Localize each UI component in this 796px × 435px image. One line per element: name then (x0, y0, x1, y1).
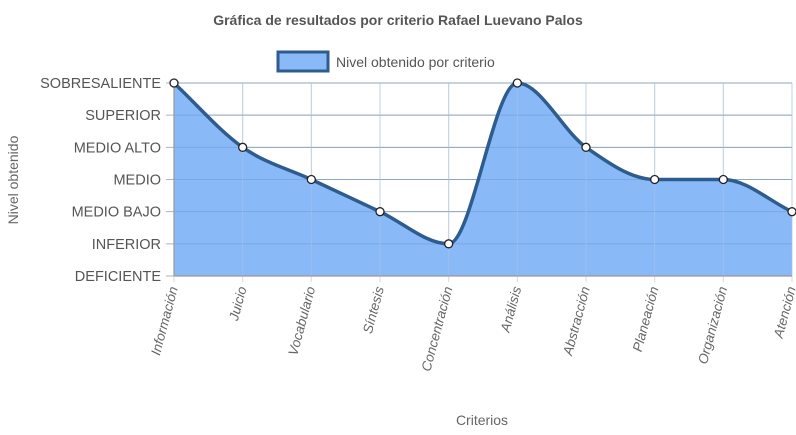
axes (173, 83, 792, 277)
legend-label: Nivel obtenido por criterio (336, 54, 495, 70)
data-point[interactable] (512, 78, 522, 88)
y-tick-label: MEDIO ALTO (74, 140, 161, 156)
x-tick-label: Atención (771, 285, 796, 341)
data-point[interactable] (238, 142, 248, 152)
chart-title: Gráfica de resultados por criterio Rafae… (213, 12, 583, 28)
legend[interactable]: Nivel obtenido por criterio (276, 50, 495, 73)
y-tick-label: DEFICIENTE (75, 269, 162, 285)
x-tick-label: Análisis (497, 285, 524, 335)
data-point[interactable] (444, 239, 454, 249)
data-point[interactable] (169, 78, 179, 88)
series-line (172, 81, 793, 246)
data-point[interactable] (581, 142, 591, 152)
y-tick-label: SOBRESALIENTE (40, 76, 161, 92)
x-axis-label: Criterios (456, 412, 508, 428)
x-tick-label: Abstracción (560, 285, 593, 358)
x-tick-label: Vocabulario (285, 284, 318, 357)
legend-swatch (276, 50, 330, 73)
series-area (172, 81, 793, 277)
y-tick-labels: DEFICIENTE INFERIOR MEDIO BAJO MEDIO MEDIO A… (40, 76, 161, 285)
data-points (169, 78, 796, 249)
x-tick-labels: Información Juicio Vocabulario Síntesis Conc… (148, 284, 796, 372)
y-tick-label: INFERIOR (92, 237, 161, 253)
x-tick-label: Planeación (630, 285, 662, 353)
x-tick-label: Juicio (226, 284, 250, 323)
data-point[interactable] (718, 174, 728, 185)
data-point[interactable] (306, 174, 316, 185)
data-point[interactable] (787, 207, 796, 217)
data-point[interactable] (375, 207, 385, 217)
y-tick-label: SUPERIOR (85, 108, 161, 124)
data-point[interactable] (650, 174, 660, 185)
x-tick-label: Información (148, 285, 181, 357)
x-tick-label: Síntesis (360, 285, 387, 336)
y-tick-label: MEDIO (113, 173, 161, 189)
y-axis-label: Nivel obtenido (5, 135, 21, 224)
x-tick-label: Organización (695, 285, 730, 366)
y-tick-label: MEDIO BAJO (72, 205, 161, 221)
x-tick-label: Concentración (419, 285, 456, 373)
